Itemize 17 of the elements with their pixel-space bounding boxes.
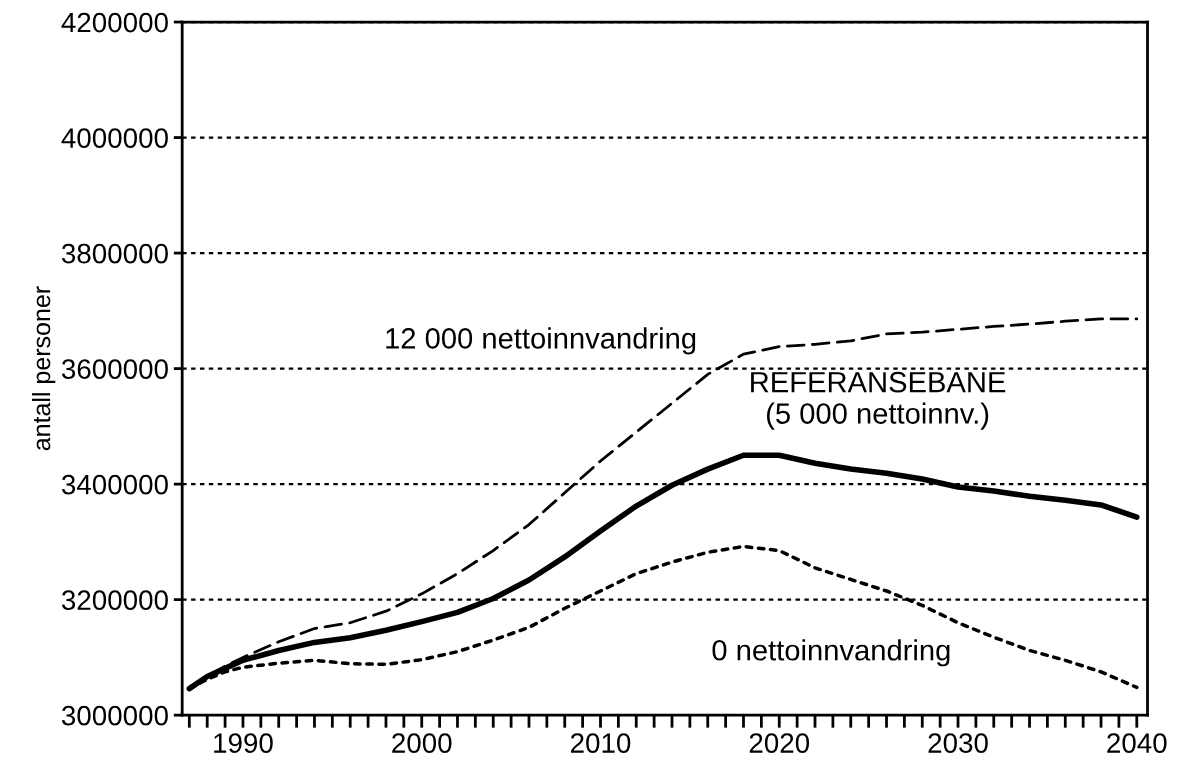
series-label: 12 000 nettoinnvandring: [386, 327, 696, 355]
series-label: REFERANSEBANE (5 000 nettoinnv.): [751, 371, 1006, 430]
y-tick-label: 3800000: [61, 243, 168, 264]
y-tick-label: 4000000: [61, 128, 168, 148]
x-tick-label: 2030: [928, 733, 988, 753]
y-tick-label: 3200000: [61, 590, 168, 610]
y-axis-title: antall personer: [32, 286, 56, 451]
x-tick-label: 1990: [214, 733, 273, 753]
y-tick-label: 4200000: [61, 12, 168, 33]
x-tick-label: 2010: [570, 733, 631, 753]
x-tick-label: 2040: [1107, 733, 1167, 753]
x-tick-label: 2020: [749, 733, 810, 753]
y-tick-label: 3000000: [61, 705, 168, 726]
y-tick-label: 3600000: [61, 359, 168, 379]
y-tick-label: 3400000: [61, 474, 168, 495]
x-tick-label: 2000: [392, 733, 452, 753]
series-label: 0 nettoinnvandring: [712, 639, 950, 667]
